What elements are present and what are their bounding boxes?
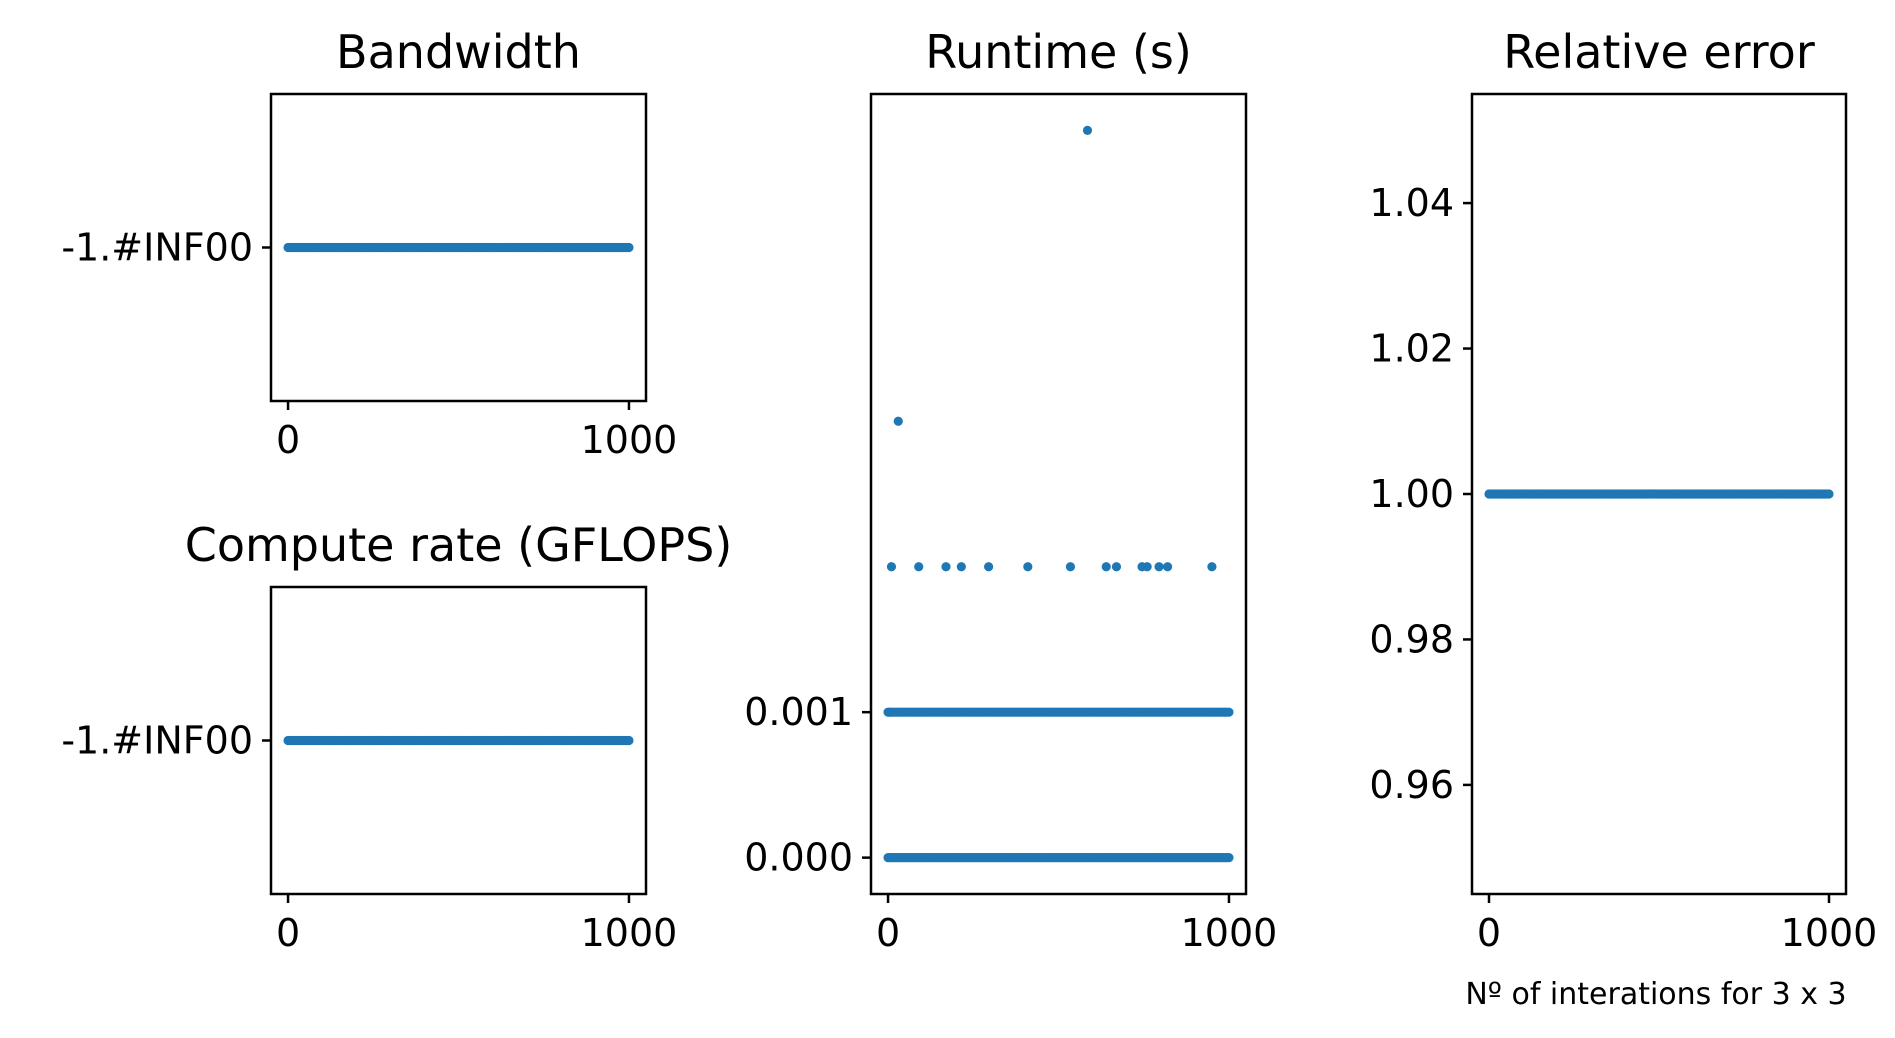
runtime-point [1065, 562, 1076, 572]
runtime-panel: Runtime (s) 0 1000 0.000 0.001 [744, 25, 1277, 955]
runtime-point [893, 416, 903, 426]
relative-error-title: Relative error [1503, 25, 1815, 79]
runtime-point [886, 562, 897, 572]
relative-error-y-tick-label: 1.02 [1369, 327, 1454, 371]
runtime-title: Runtime (s) [925, 25, 1192, 79]
runtime-point [956, 562, 966, 572]
relative-error-series-0 [1484, 489, 1834, 499]
compute-rate-point [624, 735, 634, 746]
runtime-point [1111, 562, 1122, 572]
runtime-point [1142, 562, 1152, 572]
runtime-point [1101, 562, 1111, 572]
runtime-y-tick-label: 0.000 [744, 836, 853, 880]
compute-rate-title: Compute rate (GFLOPS) [185, 518, 733, 572]
relative-error-y-tick-label: 1.04 [1369, 181, 1454, 225]
bandwidth-x-tick-label: 1000 [581, 418, 678, 462]
bandwidth-panel: Bandwidth 0 1000 -1.#INF00 [61, 25, 677, 462]
runtime-axes-frame [869, 92, 1248, 896]
runtime-point [914, 562, 924, 572]
runtime-x-tick-label: 1000 [1181, 911, 1278, 955]
runtime-point [1082, 125, 1093, 135]
runtime-series-1 [883, 707, 1234, 717]
compute-rate-x-tick-label: 1000 [581, 911, 678, 955]
runtime-point [941, 562, 951, 572]
runtime-point [1224, 707, 1234, 717]
relative-error-x-tick-label: 0 [1477, 911, 1501, 955]
bandwidth-y-tick-label: -1.#INF00 [61, 226, 253, 270]
runtime-point [1023, 562, 1033, 572]
footnote: Nº of interations for 3 x 3 [1465, 977, 1846, 1012]
relative-error-point [1824, 489, 1834, 499]
runtime-point [1162, 562, 1173, 572]
compute-rate-y-tick-label: -1.#INF00 [61, 719, 253, 763]
runtime-point [1207, 562, 1217, 572]
compute-rate-series-0 [283, 735, 634, 746]
bandwidth-title: Bandwidth [336, 25, 581, 79]
runtime-series-0 [883, 853, 1234, 863]
compute-rate-panel: Compute rate (GFLOPS) 0 1000 -1.#INF00 [61, 518, 732, 955]
relative-error-x-tick-label: 1000 [1781, 911, 1878, 955]
runtime-x-tick-label: 0 [876, 911, 900, 955]
bandwidth-point [624, 242, 634, 253]
relative-error-y-tick-label: 1.00 [1369, 472, 1454, 516]
bandwidth-series-0 [283, 242, 634, 253]
compute-rate-x-tick-label: 0 [276, 911, 300, 955]
bandwidth-x-tick-label: 0 [276, 418, 300, 462]
runtime-point [1224, 853, 1234, 863]
runtime-point [984, 562, 994, 572]
runtime-point [1154, 562, 1164, 572]
relative-error-y-tick-label: 0.96 [1369, 763, 1454, 807]
relative-error-y-tick-label: 0.98 [1369, 617, 1454, 661]
relative-error-panel: Relative error 0 1000 0.96 0.98 1.00 1.02 1.04 [1369, 25, 1877, 955]
runtime-y-tick-label: 0.001 [744, 690, 853, 734]
